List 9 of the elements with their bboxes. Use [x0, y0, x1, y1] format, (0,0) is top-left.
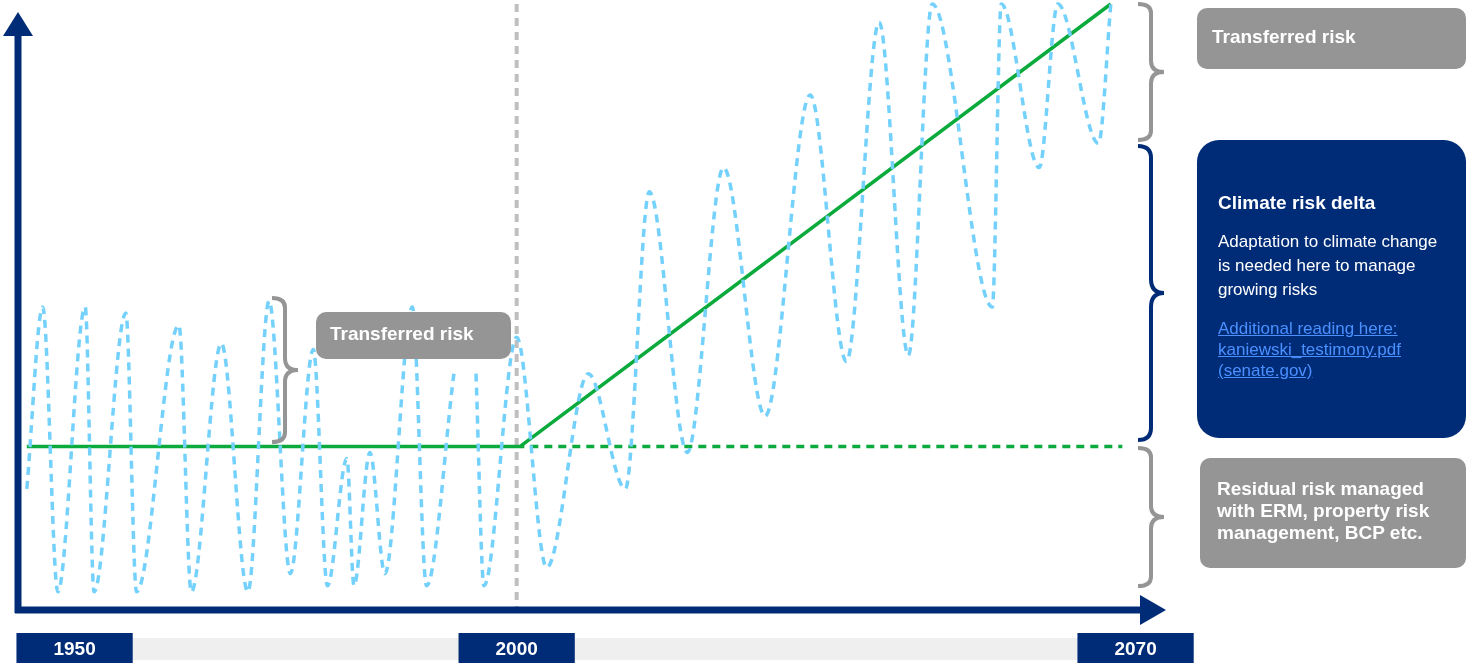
- text: Transferred risk: [1197, 8, 1466, 69]
- text: Additional reading here: kaniewski_testimony.pdf (senate.gov): [1218, 318, 1402, 381]
- text: Climate risk delta: [1218, 192, 1377, 214]
- x-tick-label: 2000: [495, 637, 538, 659]
- x-tick-label: 2070: [1114, 637, 1157, 659]
- text: Adaptation to climate change is needed here to manage growing risks: [1218, 231, 1439, 301]
- x-tick-label: 1950: [53, 637, 96, 659]
- annotation: Transferred risk: [316, 312, 511, 359]
- text: Residual risk managed with ERM, property risk management, BCP etc.: [1200, 458, 1466, 568]
